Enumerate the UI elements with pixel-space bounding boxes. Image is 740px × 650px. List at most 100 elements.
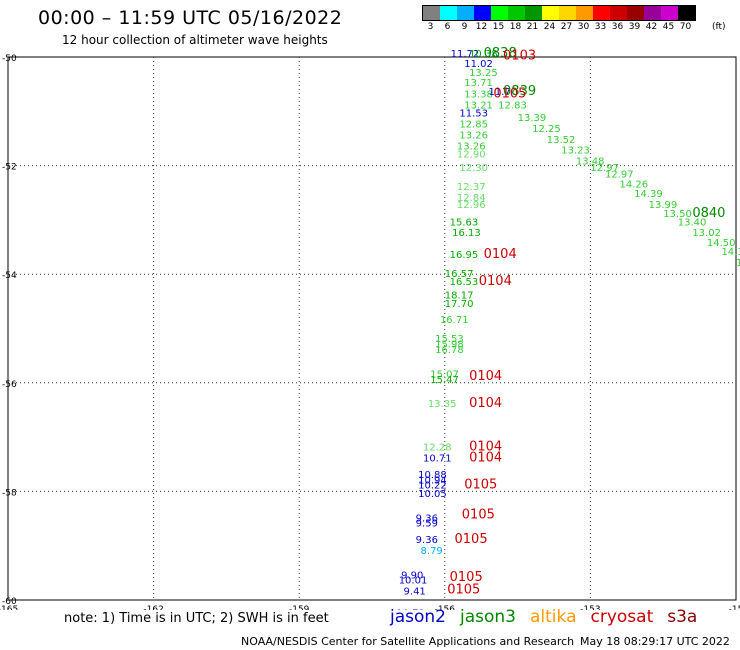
chart-title: 00:00 – 11:59 UTC 05/16/2022	[38, 7, 343, 29]
legend-label-36: 36	[611, 22, 624, 32]
footer-note: note: 1) Time is in UTC; 2) SWH is in fe…	[64, 611, 329, 626]
wave-height-label: 12.25	[532, 124, 561, 135]
pass-time-label: 0840	[692, 206, 725, 221]
wave-height-label: 16.78	[435, 345, 464, 356]
wave-height-label: 15.47	[430, 375, 459, 386]
y-tick-label: -60	[2, 597, 17, 607]
legend-label-45: 45	[662, 22, 675, 32]
satellite-altika: altika	[530, 607, 577, 627]
wave-height-label: 12.28	[423, 443, 452, 454]
wave-height-label: 11.72	[451, 49, 480, 60]
pass-time-label: 0105	[493, 87, 526, 102]
chart-subtitle: 12 hour collection of altimeter wave hei…	[62, 33, 328, 47]
y-tick-label: -52	[2, 163, 17, 173]
legend-swatch-42	[644, 6, 661, 20]
wave-height-label: 10.94	[418, 475, 447, 486]
wave-height-label: 14.39	[634, 189, 663, 200]
color-legend-bar	[422, 5, 696, 21]
wave-height-label: 11.7	[488, 87, 510, 98]
legend-swatch-9	[457, 6, 474, 20]
pass-time-label: 0104	[469, 440, 502, 455]
wave-height-label: 12.97	[605, 170, 634, 181]
pass-time-label: 0104	[469, 369, 502, 384]
x-tick-label: -165	[0, 605, 18, 610]
wave-height-points: 11.7210.3811.020838010313.2513.7113.3811…	[396, 46, 740, 610]
x-tick-label: -162	[143, 605, 163, 610]
legend-swatch-24	[542, 6, 559, 20]
legend-swatch-70	[678, 6, 695, 20]
legend-label-6: 6	[444, 22, 451, 32]
wave-height-label: 13.38	[464, 90, 493, 101]
pass-time-label: 0105	[455, 532, 488, 547]
wave-height-label: 14.36	[721, 247, 740, 258]
satellite-jason3: jason3	[460, 607, 516, 627]
wave-height-label: 8.79	[421, 546, 443, 557]
wave-height-label: 10.79	[396, 608, 425, 610]
x-tick-label: -153	[580, 605, 600, 610]
y-tick-label: -50	[2, 54, 17, 64]
wave-height-label: 12.90	[457, 149, 486, 160]
pass-time-label: 0105	[462, 508, 495, 523]
wave-height-label: 14.26	[620, 179, 649, 190]
wave-height-label: 12.85	[459, 120, 488, 131]
pass-time-label: 0105	[450, 570, 483, 585]
legend-swatch-39	[627, 6, 644, 20]
legend-swatch-27	[559, 6, 576, 20]
satellite-jason2: jason2	[390, 607, 446, 627]
generated-timestamp: May 18 08:29:17 UTC 2022	[580, 635, 730, 648]
legend-swatch-36	[610, 6, 627, 20]
wave-height-label: 13.99	[649, 200, 678, 211]
wave-height-label: 13.50	[663, 209, 692, 220]
wave-height-label: 15.98	[435, 340, 464, 351]
wave-height-label: 10.88	[418, 470, 447, 481]
wave-height-label: 16.57	[445, 269, 474, 280]
legend-label-42: 42	[645, 22, 658, 32]
wave-height-label: 13.26	[459, 130, 488, 141]
x-tick-label: -156	[435, 605, 456, 610]
wave-height-label: 9.36	[416, 513, 438, 524]
wave-height-label: 13.71	[464, 78, 493, 89]
legend-label-18: 18	[509, 22, 522, 32]
legend-label-21: 21	[526, 22, 539, 32]
pass-time-label: 0838	[484, 46, 517, 61]
wave-height-label: 16.71	[440, 315, 469, 326]
pass-time-label: 0104	[469, 396, 502, 411]
wave-height-label: 13.21	[464, 101, 493, 112]
wave-height-label: 13.40	[678, 217, 707, 228]
wave-height-label: 13.23	[561, 146, 590, 157]
plot-frame	[7, 56, 737, 601]
legend-swatch-30	[576, 6, 593, 20]
wave-height-label: 9.41	[404, 587, 426, 598]
legend-label-70: 70	[679, 22, 692, 32]
legend-unit: (ft)	[712, 22, 726, 32]
satellite-cryosat: cryosat	[590, 607, 654, 627]
satellite-legend: jason2 jason3 altika cryosat s3a	[390, 607, 711, 627]
wave-height-label: 13.35	[428, 399, 457, 410]
wave-height-label: 13.52	[547, 135, 576, 146]
legend-label-15: 15	[492, 22, 505, 32]
credit-text: NOAA/NESDIS Center for Satellite Applica…	[241, 635, 575, 648]
legend-label-33: 33	[594, 22, 607, 32]
legend-label-39: 39	[628, 22, 641, 32]
wave-height-label: 12.30	[459, 163, 488, 174]
satellite-s3a: s3a	[667, 607, 698, 627]
wave-height-label: 15.07	[430, 369, 459, 380]
wave-height-label: 9.36	[416, 535, 438, 546]
grid-layer	[7, 56, 737, 601]
x-tick-label: -15	[729, 605, 740, 610]
legend-swatch-6	[440, 6, 457, 20]
legend-label-3: 3	[427, 22, 434, 32]
wave-height-label: 13.39	[518, 113, 547, 124]
pass-time-label: 0839	[503, 84, 536, 99]
wave-height-label: 11.53	[459, 109, 488, 120]
pass-time-label: 0104	[484, 247, 517, 262]
wave-height-label: 10.38	[469, 49, 498, 60]
legend-swatch-21	[525, 6, 542, 20]
wave-height-label: 13.02	[692, 228, 721, 239]
wave-height-label: 16.13	[452, 228, 481, 239]
wave-height-label: 13.25	[469, 68, 498, 79]
wave-height-label: 12.37	[457, 182, 486, 193]
wave-height-label: 13.48	[576, 157, 605, 168]
y-tick-label: -56	[2, 380, 17, 390]
wave-height-label: 18.17	[445, 291, 474, 302]
